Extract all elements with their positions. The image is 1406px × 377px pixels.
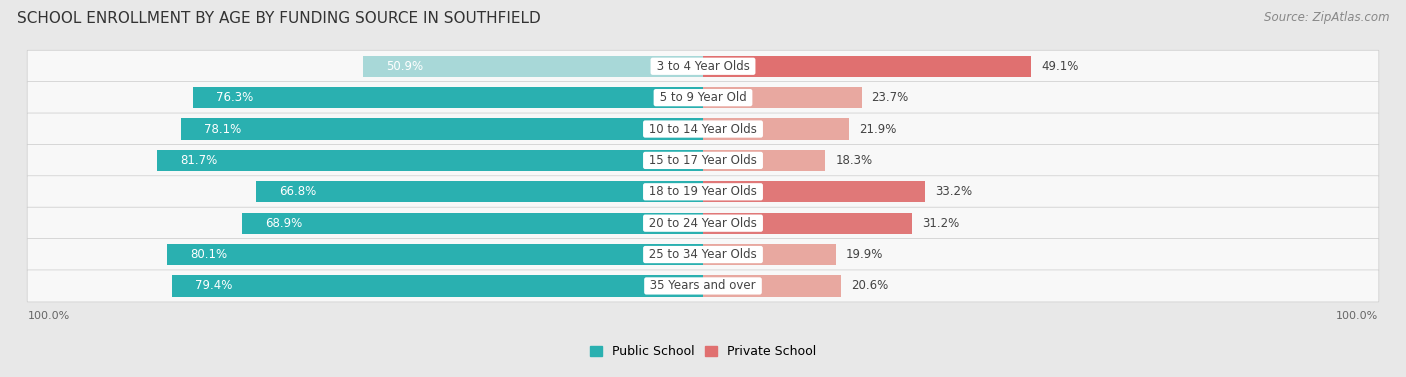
- Legend: Public School, Private School: Public School, Private School: [585, 340, 821, 363]
- Text: 18.3%: 18.3%: [835, 154, 873, 167]
- Bar: [363, 55, 703, 77]
- Text: 19.9%: 19.9%: [846, 248, 883, 261]
- Text: 81.7%: 81.7%: [180, 154, 217, 167]
- Bar: [193, 87, 703, 108]
- FancyBboxPatch shape: [27, 270, 1379, 302]
- Bar: [703, 87, 862, 108]
- Text: 80.1%: 80.1%: [191, 248, 228, 261]
- Bar: [703, 150, 825, 171]
- Bar: [703, 55, 1032, 77]
- Text: 79.4%: 79.4%: [195, 279, 233, 293]
- Text: 23.7%: 23.7%: [872, 91, 908, 104]
- Text: 10 to 14 Year Olds: 10 to 14 Year Olds: [645, 123, 761, 135]
- Bar: [167, 244, 703, 265]
- Text: 50.9%: 50.9%: [387, 60, 423, 73]
- Text: 25 to 34 Year Olds: 25 to 34 Year Olds: [645, 248, 761, 261]
- Text: 68.9%: 68.9%: [266, 217, 302, 230]
- FancyBboxPatch shape: [27, 82, 1379, 113]
- FancyBboxPatch shape: [27, 176, 1379, 208]
- FancyBboxPatch shape: [27, 144, 1379, 176]
- Text: 76.3%: 76.3%: [217, 91, 253, 104]
- Bar: [703, 213, 911, 234]
- Text: 20 to 24 Year Olds: 20 to 24 Year Olds: [645, 217, 761, 230]
- Bar: [256, 181, 703, 202]
- Text: 20.6%: 20.6%: [851, 279, 889, 293]
- FancyBboxPatch shape: [27, 113, 1379, 145]
- Bar: [156, 150, 703, 171]
- Text: 31.2%: 31.2%: [922, 217, 959, 230]
- FancyBboxPatch shape: [27, 239, 1379, 271]
- Text: 100.0%: 100.0%: [1336, 311, 1378, 321]
- Text: 21.9%: 21.9%: [859, 123, 897, 135]
- Bar: [172, 275, 703, 297]
- Text: 3 to 4 Year Olds: 3 to 4 Year Olds: [652, 60, 754, 73]
- Bar: [703, 275, 841, 297]
- FancyBboxPatch shape: [27, 207, 1379, 239]
- Text: Source: ZipAtlas.com: Source: ZipAtlas.com: [1264, 11, 1389, 24]
- Bar: [703, 181, 925, 202]
- Text: 66.8%: 66.8%: [280, 185, 316, 198]
- Text: 15 to 17 Year Olds: 15 to 17 Year Olds: [645, 154, 761, 167]
- Bar: [703, 244, 837, 265]
- Text: 5 to 9 Year Old: 5 to 9 Year Old: [655, 91, 751, 104]
- Bar: [703, 118, 849, 140]
- Bar: [242, 213, 703, 234]
- Text: 18 to 19 Year Olds: 18 to 19 Year Olds: [645, 185, 761, 198]
- Bar: [180, 118, 703, 140]
- Text: SCHOOL ENROLLMENT BY AGE BY FUNDING SOURCE IN SOUTHFIELD: SCHOOL ENROLLMENT BY AGE BY FUNDING SOUR…: [17, 11, 541, 26]
- Text: 78.1%: 78.1%: [204, 123, 242, 135]
- Text: 100.0%: 100.0%: [28, 311, 70, 321]
- Text: 33.2%: 33.2%: [935, 185, 972, 198]
- FancyBboxPatch shape: [27, 50, 1379, 82]
- Text: 49.1%: 49.1%: [1042, 60, 1078, 73]
- Text: 35 Years and over: 35 Years and over: [647, 279, 759, 293]
